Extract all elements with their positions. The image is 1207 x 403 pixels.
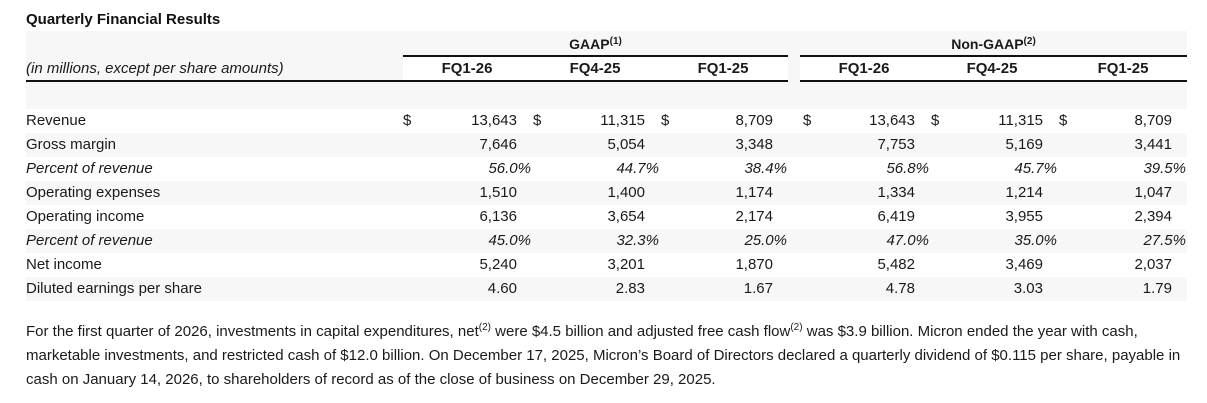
table-cell: 4.60: [487, 280, 517, 297]
currency-symbol: $: [1059, 112, 1068, 129]
table-cell: 6,136: [479, 208, 517, 225]
table-cell: 25.0%: [744, 232, 787, 249]
table-cell: 3,955: [1005, 208, 1043, 225]
table-cell: 1,174: [735, 184, 773, 201]
table-cell: 3,654: [607, 208, 645, 225]
table-cell: 5,240: [479, 256, 517, 273]
row-label: Operating expenses: [26, 184, 161, 201]
table-cell: 35.0%: [1014, 232, 1057, 249]
table-cell: 1,214: [1005, 184, 1043, 201]
table-cell: 3,441: [1134, 136, 1172, 153]
paragraph-text: For the first quarter of 2026, investmen…: [26, 323, 479, 340]
row-label: Diluted earnings per share: [26, 280, 202, 297]
row-label: Percent of revenue: [26, 160, 153, 177]
table-cell: 44.7%: [616, 160, 659, 177]
table-row: Operating income 6,136 3,654 2,174 6,419 3,95…: [26, 205, 1187, 229]
col-header-gaap-fq1-25: FQ1-25: [697, 60, 749, 77]
nongaap-colheader-bg: [800, 56, 1187, 80]
table-row: Diluted earnings per share 4.60 2.83 1.67 4.…: [26, 277, 1187, 301]
currency-symbol: $: [931, 112, 940, 129]
table-row: Gross margin 7,646 5,054 3,348 7,753 5,169 3,4…: [26, 133, 1187, 157]
row-label: Operating income: [26, 208, 145, 225]
table-cell: 1,870: [735, 256, 773, 273]
table-cell: 7,753: [877, 136, 915, 153]
header-rule-right: [800, 80, 1187, 82]
table-cell: 4.78: [885, 280, 915, 297]
table-cell: 56.8%: [886, 160, 929, 177]
table-row: Operating expenses 1,510 1,400 1,174 1,334 1,…: [26, 181, 1187, 205]
header-rule-left: [26, 80, 788, 82]
table-cell: 3,348: [735, 136, 773, 153]
currency-symbol: $: [803, 112, 812, 129]
table-cell: 2.83: [615, 280, 645, 297]
table-cell: 8,709: [735, 112, 773, 129]
table-cell: 11,315: [600, 112, 645, 129]
table-cell: 13,643: [869, 112, 915, 129]
table-cell: 1,400: [607, 184, 645, 201]
table-cell: 39.5%: [1143, 160, 1186, 177]
table-cell: 1,334: [877, 184, 915, 201]
unit-label: (in millions, except per share amounts): [26, 60, 284, 77]
currency-symbol: $: [661, 112, 670, 129]
table-cell: 11,315: [998, 112, 1043, 129]
page-title: Quarterly Financial Results: [26, 11, 221, 28]
row-label: Percent of revenue: [26, 232, 153, 249]
table-cell: 32.3%: [616, 232, 659, 249]
summary-paragraph: For the first quarter of 2026, investmen…: [26, 320, 1196, 392]
col-header-nongaap-fq1-26: FQ1-26: [838, 60, 890, 77]
table-cell: 2,037: [1134, 256, 1172, 273]
col-header-nongaap-fq1-25: FQ1-25: [1097, 60, 1149, 77]
row-label: Net income: [26, 256, 102, 273]
table-cell: 56.0%: [488, 160, 531, 177]
table-row: Revenue $13,643 $11,315 $8,709 $13,643 $11,31…: [26, 109, 1187, 133]
table-cell: 27.5%: [1143, 232, 1186, 249]
table-cell: 8,709: [1134, 112, 1172, 129]
table-cell: 1.79: [1142, 280, 1172, 297]
table-row: Percent of revenue 56.0% 44.7% 38.4% 56.8% 45…: [26, 157, 1187, 181]
table-cell: 6,419: [877, 208, 915, 225]
paragraph-text: was $3.9 billion. Micron ended the year …: [26, 323, 1181, 388]
table-cell: 2,394: [1134, 208, 1172, 225]
table-cell: 45.7%: [1014, 160, 1057, 177]
table-cell: 38.4%: [744, 160, 787, 177]
col-header-gaap-fq4-25: FQ4-25: [569, 60, 621, 77]
group-header-non-gaap: Non-GAAP(2): [951, 36, 1036, 52]
table-cell: 45.0%: [488, 232, 531, 249]
table-cell: 7,646: [479, 136, 517, 153]
currency-symbol: $: [403, 112, 412, 129]
col-header-nongaap-fq4-25: FQ4-25: [966, 60, 1018, 77]
row-label: Revenue: [26, 112, 87, 129]
currency-symbol: $: [533, 112, 542, 129]
group-header-gaap: GAAP(1): [569, 36, 622, 52]
table-row: Percent of revenue 45.0% 32.3% 25.0% 47.0% 35…: [26, 229, 1187, 253]
table-cell: 1,047: [1134, 184, 1172, 201]
table-row: Net income 5,240 3,201 1,870 5,482 3,469 2,037: [26, 253, 1187, 277]
table-cell: 2,174: [735, 208, 773, 225]
nongaap-group-rule: [800, 55, 1187, 57]
table-cell: 13,643: [471, 112, 517, 129]
table-cell: 5,482: [877, 256, 915, 273]
table-cell: 3,469: [1005, 256, 1043, 273]
paragraph-text: were $4.5 billion and adjusted free cash…: [490, 323, 791, 340]
gaap-group-rule: [403, 55, 788, 57]
table-cell: 5,169: [1005, 136, 1043, 153]
col-header-gaap-fq1-26: FQ1-26: [441, 60, 493, 77]
footnote-ref: (2): [478, 322, 491, 333]
table-cell: 3.03: [1013, 280, 1043, 297]
table-cell: 3,201: [607, 256, 645, 273]
row-label: Gross margin: [26, 136, 117, 153]
table-cell: 5,054: [607, 136, 645, 153]
footnote-ref: (2): [790, 322, 803, 333]
gaap-colheader-bg: [403, 56, 788, 80]
table-cell: 1.67: [743, 280, 773, 297]
table-cell: 47.0%: [886, 232, 929, 249]
table-cell: 1,510: [479, 184, 517, 201]
